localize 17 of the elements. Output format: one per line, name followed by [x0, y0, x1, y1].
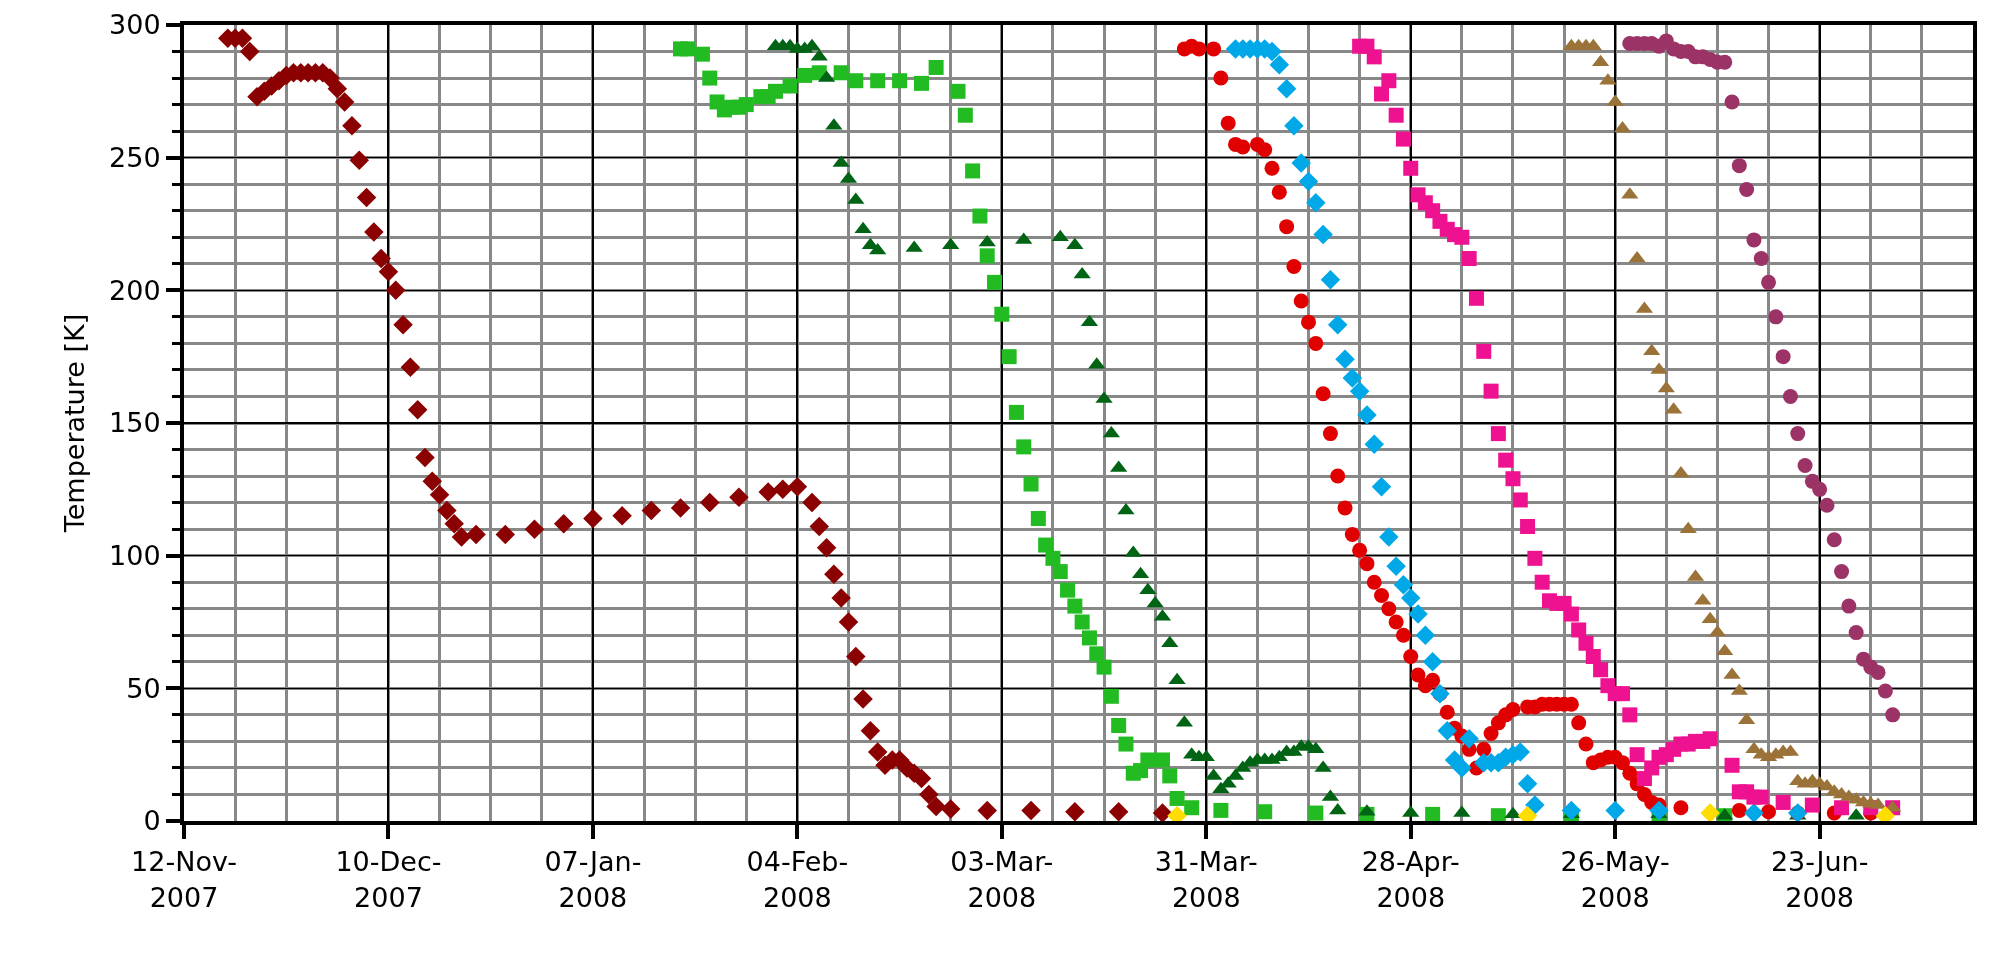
x-tick-label: 26-May- 2008: [1560, 846, 1670, 913]
y-tick-label: 200: [109, 274, 161, 306]
x-tick-label: 12-Nov- 2007: [131, 846, 237, 913]
x-tick-label: 04-Feb- 2008: [746, 846, 849, 913]
y-tick-label: 100: [109, 540, 161, 572]
x-tick-label: 10-Dec- 2007: [335, 846, 442, 913]
x-tick-label: 31-Mar- 2008: [1154, 846, 1258, 913]
x-tick-label: 03-Mar- 2008: [950, 846, 1054, 913]
x-tick-label: 07-Jan- 2008: [544, 846, 642, 913]
y-tick-label: 250: [109, 142, 161, 174]
y-tick-label: 50: [126, 672, 161, 704]
y-tick-label: 300: [109, 9, 161, 41]
y-axis-title: Temperature [K]: [58, 313, 90, 534]
x-tick-label: 23-Jun- 2008: [1770, 846, 1869, 913]
y-tick-label: 150: [109, 407, 161, 439]
x-tick-label: 28-Apr- 2008: [1361, 846, 1460, 913]
y-tick-label: 0: [143, 805, 161, 837]
